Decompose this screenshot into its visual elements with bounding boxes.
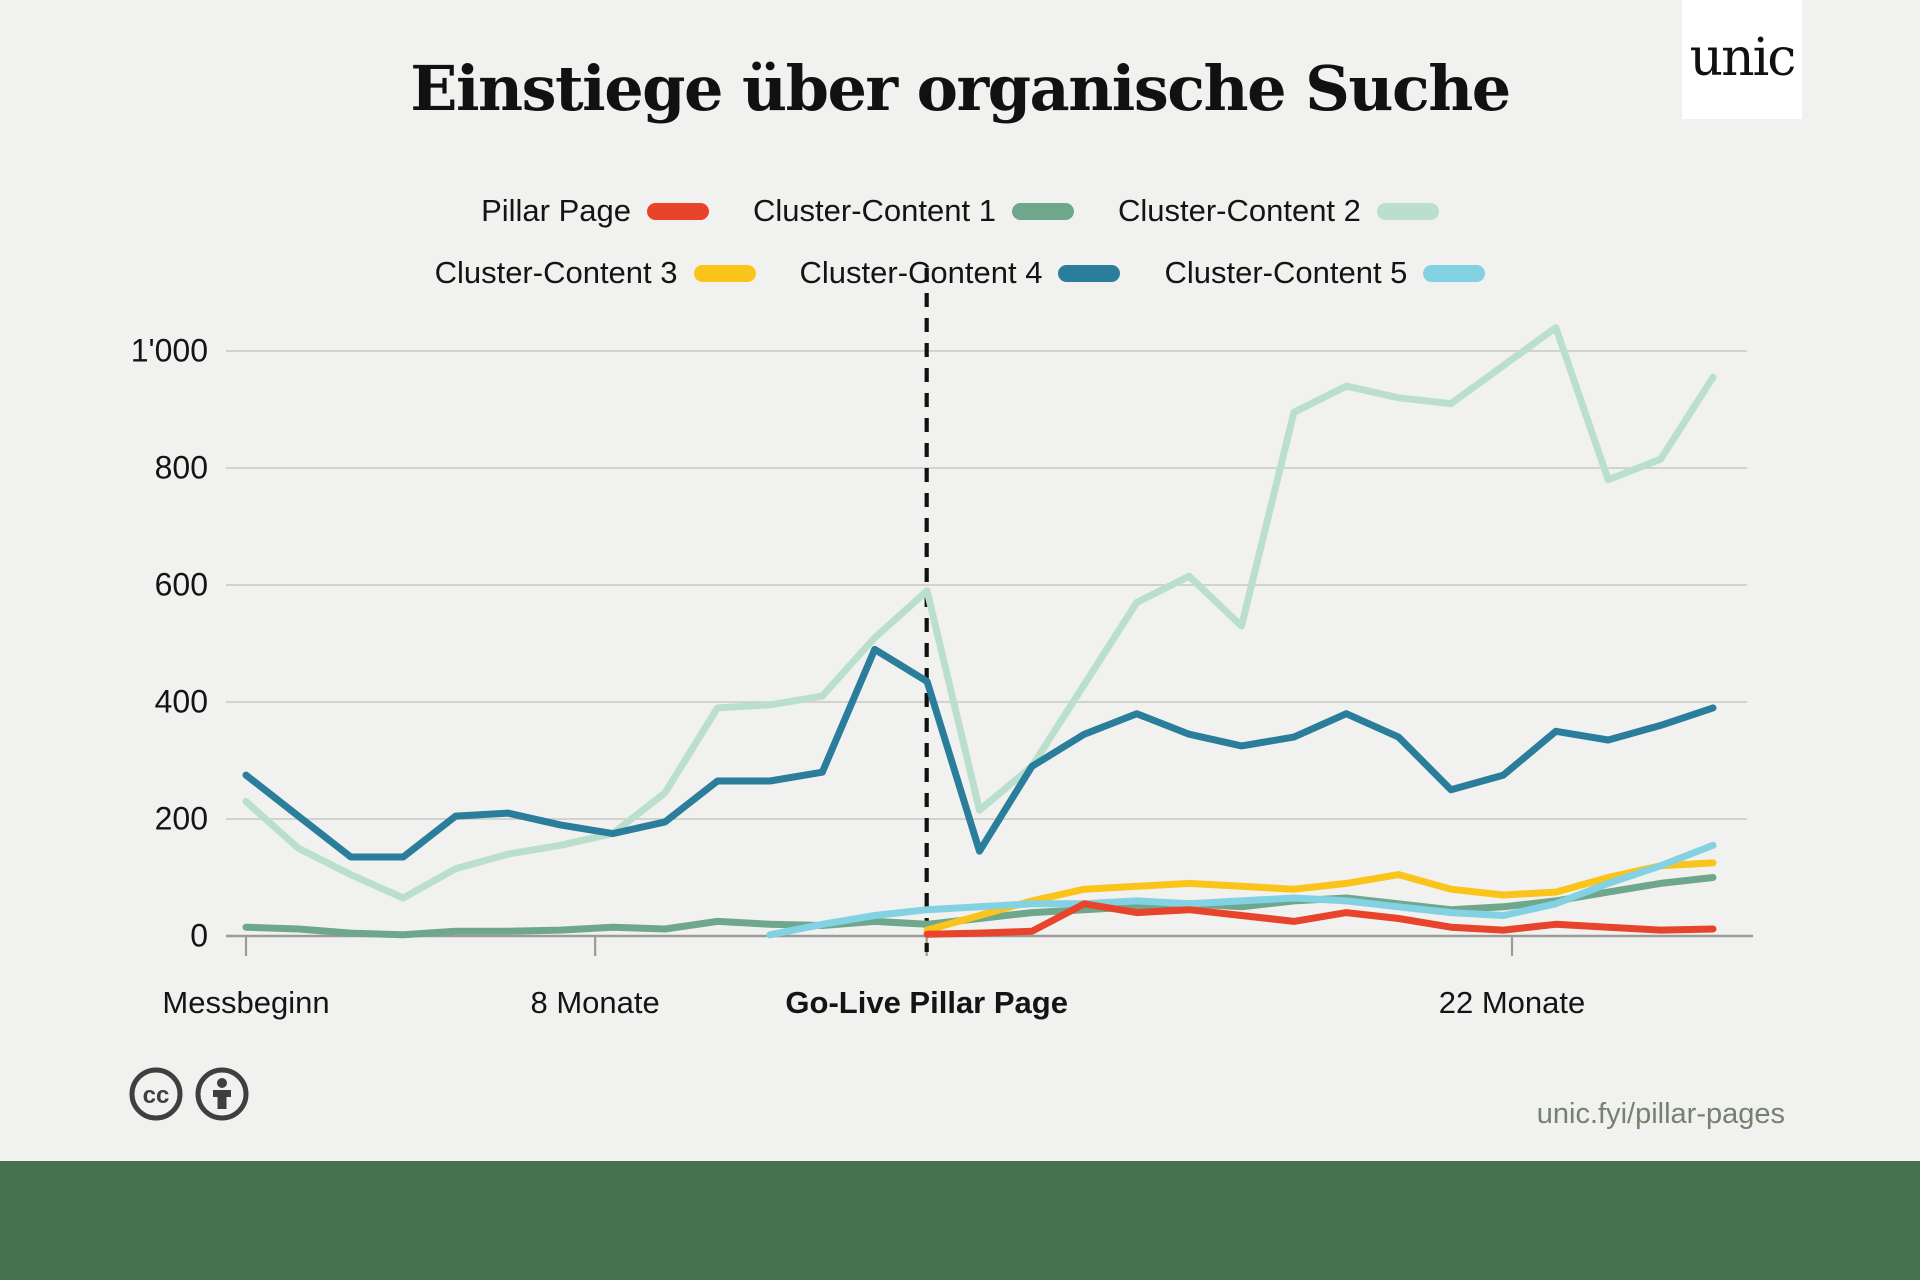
legend-swatch-icon	[1376, 202, 1439, 220]
legend-swatch-icon	[647, 202, 709, 220]
license-badges[interactable]: cc	[128, 1066, 250, 1122]
legend-swatch-icon	[693, 264, 756, 282]
legend-label: Cluster-Content 3	[434, 255, 678, 290]
y-tick-label: 0	[190, 917, 208, 954]
unic-logo: unic	[1682, 0, 1802, 119]
legend-label: Cluster-Content 2	[1117, 193, 1361, 228]
legend-label: Pillar Page	[481, 193, 631, 228]
line-chart	[226, 268, 1753, 956]
series-line-cluster-content-4	[242, 645, 1717, 861]
legend-swatch-icon	[1423, 264, 1486, 282]
x-tick-label: 22 Monate	[1438, 985, 1586, 1020]
legend-item: Pillar Page	[481, 193, 709, 229]
unic-logo-text: unic	[1689, 27, 1797, 88]
legend-swatch-icon	[1058, 264, 1121, 282]
legend-item: Cluster-Content 5	[1164, 255, 1486, 291]
x-tick-label: Go-Live Pillar Page	[785, 985, 1068, 1020]
legend-item: Cluster-Content 2	[1118, 193, 1439, 229]
legend-label: Cluster-Content 1	[753, 193, 996, 228]
series-line-pillar-page	[923, 900, 1717, 938]
footer-band	[0, 1161, 1920, 1280]
chart-legend: Pillar Page Cluster-Content 1 Cluster-Cont…	[0, 188, 1920, 312]
y-tick-label: 400	[154, 683, 208, 720]
legend-row: Pillar Page Cluster-Content 1 Cluster-Cont…	[0, 188, 1920, 234]
legend-swatch-icon	[1011, 202, 1074, 220]
y-tick-label: 800	[154, 449, 208, 486]
svg-text:cc: cc	[143, 1082, 170, 1109]
page-title: Einstiege über organische Suche	[410, 52, 1511, 125]
legend-item: Cluster-Content 1	[753, 193, 1074, 229]
legend-item: Cluster-Content 4	[800, 255, 1121, 291]
legend-label: Cluster-Content 4	[799, 255, 1043, 290]
series-line-cluster-content-3	[923, 859, 1717, 934]
series-line-cluster-content-2	[242, 324, 1717, 902]
source-link[interactable]: unic.fyi/pillar-pages	[1536, 1098, 1785, 1130]
cc-icon: cc	[129, 1067, 183, 1121]
x-tick-label: 8 Monate	[530, 985, 660, 1020]
attribution-person-icon	[195, 1067, 249, 1121]
y-tick-label: 1'000	[130, 332, 208, 369]
y-tick-label: 200	[154, 800, 208, 837]
series-line-cluster-content-5	[766, 841, 1717, 939]
x-tick-label: Messbeginn	[162, 985, 330, 1020]
legend-label: Cluster-Content 5	[1164, 255, 1408, 290]
legend-item: Cluster-Content 3	[435, 255, 756, 291]
legend-row: Cluster-Content 3 Cluster-Content 4 Cluste…	[0, 250, 1920, 296]
y-tick-label: 600	[154, 566, 208, 603]
